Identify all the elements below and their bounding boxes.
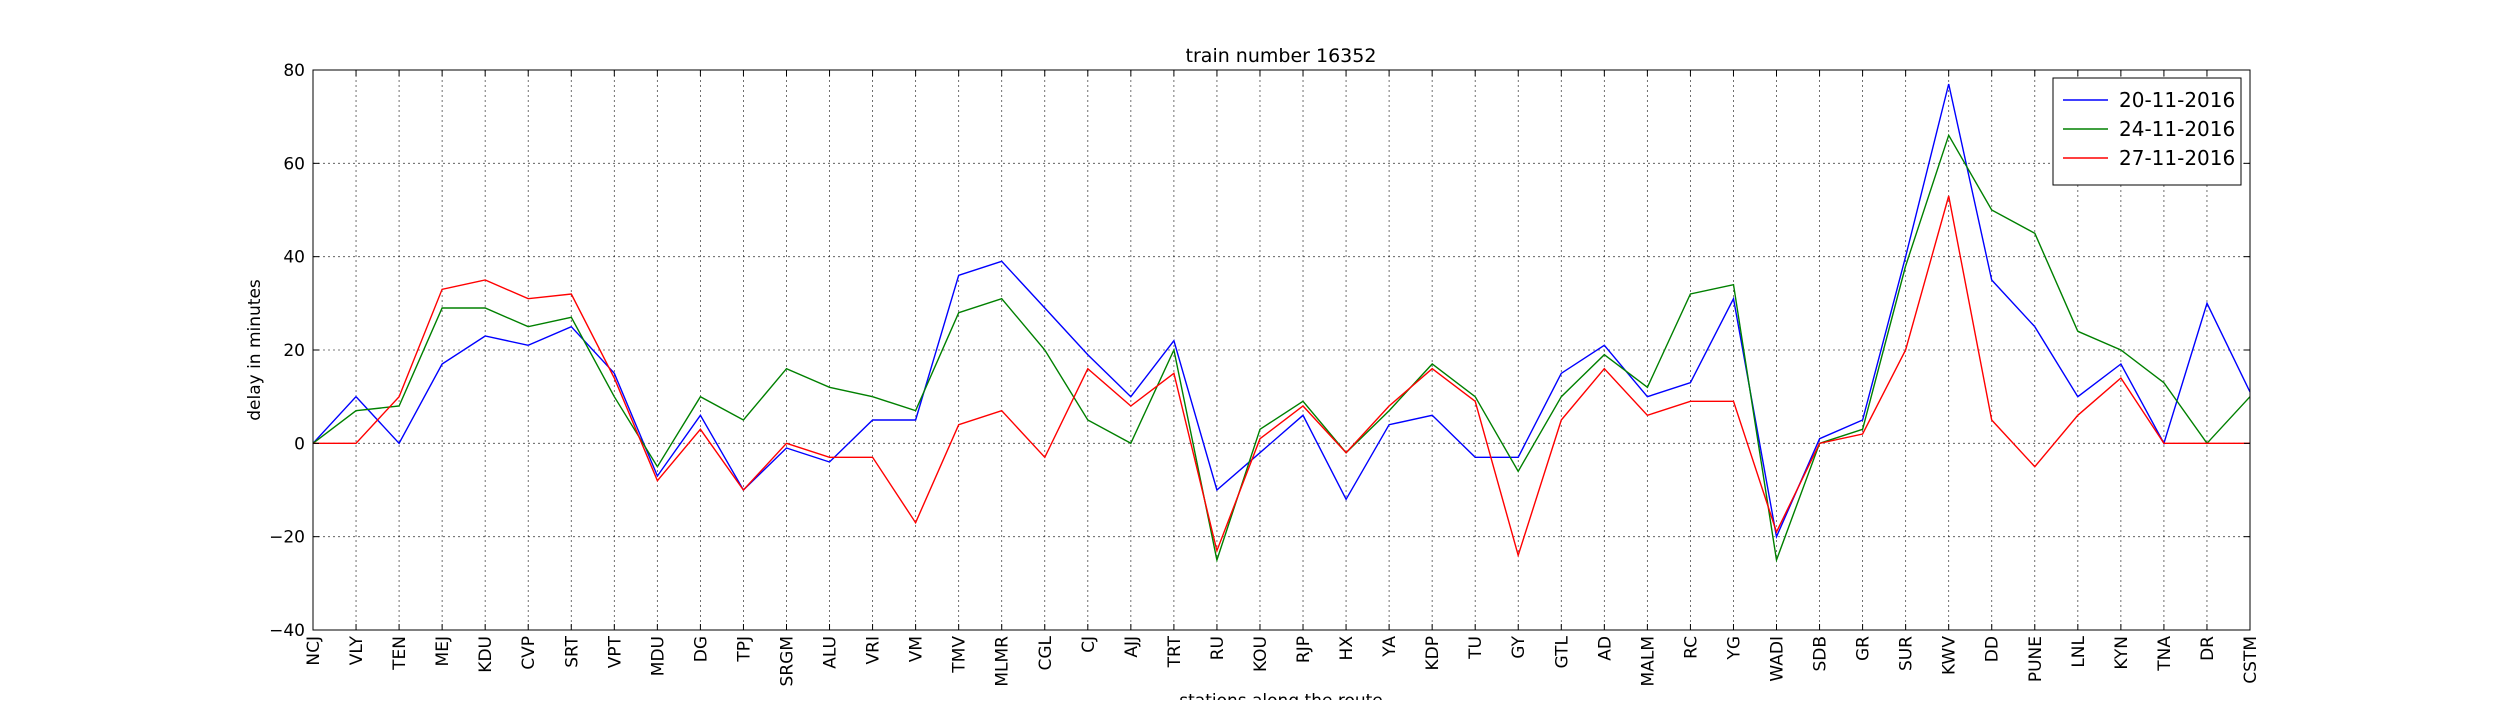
x-tick-label: WADI — [1768, 636, 1788, 682]
x-tick-label: RC — [1681, 636, 1701, 659]
y-tick-label: 0 — [294, 434, 305, 454]
x-tick-label: LNL — [2069, 635, 2089, 667]
x-tick-label: YA — [1380, 636, 1400, 658]
x-tick-label: RJP — [1294, 636, 1314, 663]
x-tick-label: TPJ — [734, 636, 754, 663]
grid-layer — [313, 70, 2250, 630]
x-tick-label: TNA — [2155, 636, 2175, 672]
y-tick-label: −40 — [269, 621, 305, 641]
legend-label: 27-11-2016 — [2119, 146, 2235, 170]
x-tick-label: CGL — [1036, 635, 1056, 670]
series-line-24-11-2016 — [312, 133, 2251, 563]
x-tick-label: RU — [1208, 636, 1228, 660]
x-tick-label: VM — [907, 636, 927, 662]
series-line-20-11-2016 — [312, 83, 2251, 540]
series-layer — [312, 83, 2251, 563]
x-tick-label: CVP — [519, 636, 539, 670]
axis-layer: NCJ VLY TEN MEJ KDU CVP SRT VPT MDU DG TPJ SRGM ALU V… — [269, 61, 2261, 687]
x-tick-label: SRT — [562, 635, 582, 667]
legend: 20-11-2016 24-11-2016 27-11-2016 — [2052, 77, 2242, 186]
y-tick-label: 60 — [283, 154, 305, 174]
x-tick-label: NCJ — [304, 636, 324, 666]
x-tick-label: TRT — [1165, 635, 1185, 668]
x-tick-label: DR — [2198, 636, 2218, 661]
x-tick-label: TU — [1466, 636, 1486, 660]
x-tick-label: KYN — [2112, 636, 2132, 670]
x-tick-label: GTL — [1552, 635, 1572, 668]
x-tick-label: VPT — [605, 635, 625, 668]
x-tick-label: TEN — [390, 636, 410, 671]
x-tick-label: KWV — [1940, 636, 1960, 675]
x-tick-label: KDP — [1423, 636, 1443, 671]
x-tick-label: ALU — [821, 636, 841, 669]
x-tick-label: VRI — [864, 636, 884, 664]
chart-title: train number 16352 — [1186, 45, 1377, 67]
legend-label: 20-11-2016 — [2119, 88, 2235, 112]
legend-label: 24-11-2016 — [2119, 117, 2235, 141]
x-tick-label: CSTM — [2241, 636, 2261, 684]
x-tick-label: TMV — [950, 636, 970, 674]
x-tick-label: CJ — [1079, 636, 1099, 653]
x-tick-label: VLY — [347, 635, 367, 665]
x-tick-label: AJJ — [1122, 636, 1142, 658]
legend-box — [2052, 77, 2242, 186]
x-tick-label: AD — [1595, 636, 1615, 661]
series-line-27-11-2016 — [313, 195, 2250, 558]
x-tick-label: KDU — [476, 636, 496, 673]
x-tick-label: SUR — [1897, 636, 1917, 671]
x-tick-label: MDU — [648, 636, 668, 676]
x-tick-label: PUNE — [2026, 636, 2046, 682]
x-tick-label: DG — [691, 636, 711, 662]
x-tick-label: MLMR — [993, 636, 1013, 687]
x-tick-label: DD — [1983, 636, 2003, 662]
x-tick-label: SRGM — [777, 636, 797, 686]
y-tick-label: 20 — [283, 341, 305, 361]
x-tick-label: YG — [1724, 636, 1744, 661]
x-tick-label: KOU — [1251, 636, 1271, 672]
y-tick-label: 40 — [283, 248, 305, 268]
x-tick-label: GR — [1854, 636, 1874, 661]
x-tick-label: SDB — [1811, 636, 1831, 672]
x-axis-label: stations along the route — [1179, 691, 1383, 700]
x-tick-label: MALM — [1638, 636, 1658, 686]
y-tick-label: 80 — [283, 61, 305, 81]
y-axis-label: delay in minutes — [245, 279, 265, 421]
x-tick-label: MEJ — [433, 636, 453, 666]
x-tick-label: GY — [1509, 635, 1529, 658]
y-tick-label: −20 — [269, 528, 305, 548]
x-tick-label: HX — [1337, 636, 1357, 661]
